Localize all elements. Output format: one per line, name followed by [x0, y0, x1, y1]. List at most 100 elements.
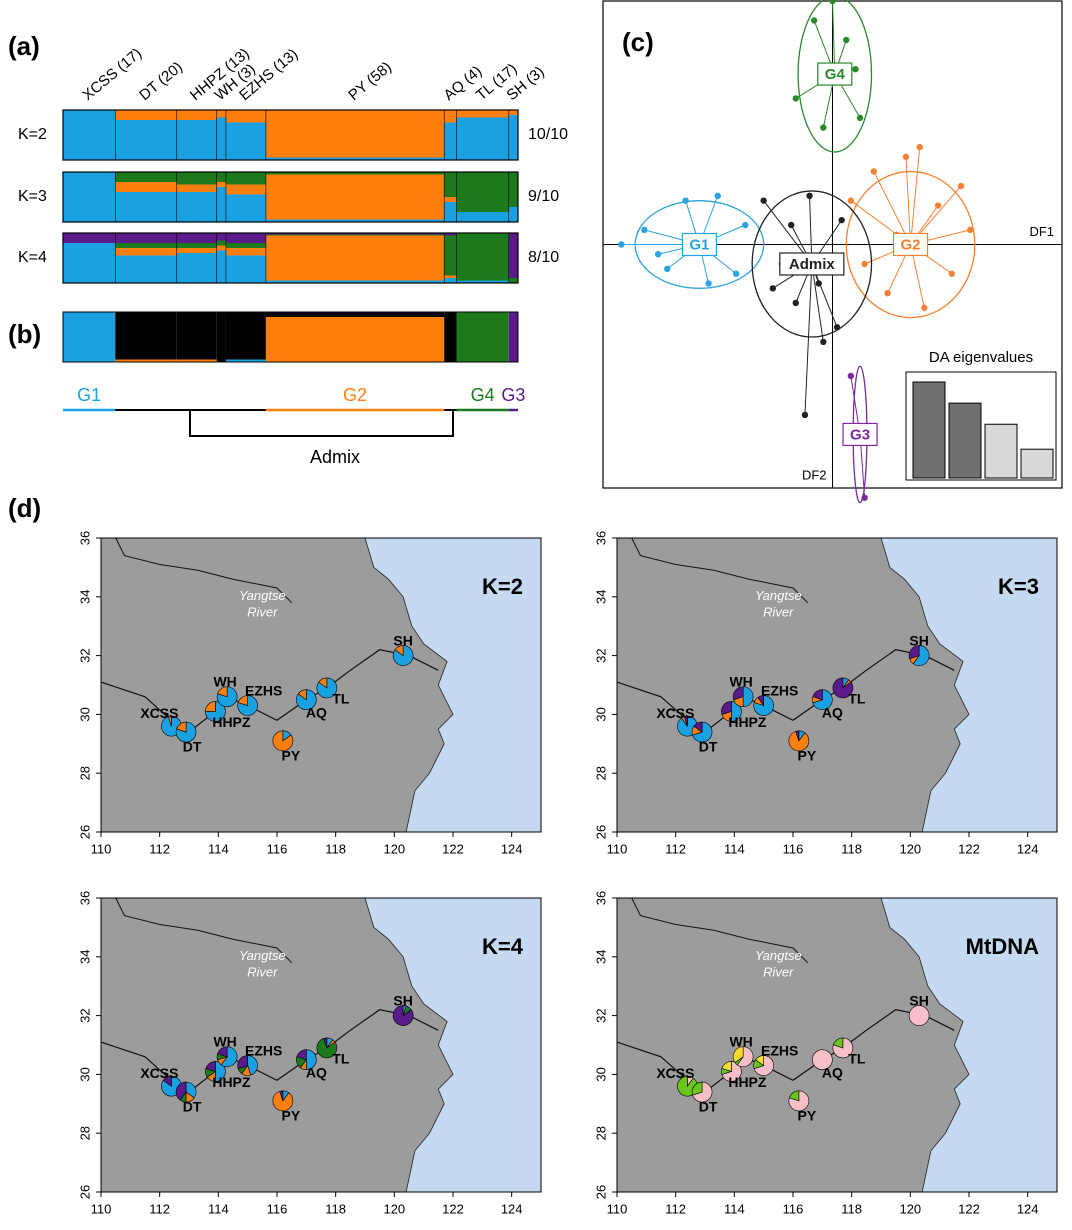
panel-label: (b) [8, 319, 41, 349]
assignment-segment [266, 317, 444, 362]
site-label: TL [848, 1051, 866, 1067]
site-label: PY [282, 1108, 301, 1124]
admixture-segment [63, 243, 115, 283]
admixture-segment [226, 243, 266, 248]
admixture-segment [444, 276, 456, 279]
admix-label: Admix [310, 447, 360, 467]
y-tick-label: 28 [77, 1126, 92, 1140]
x-tick-label: 114 [208, 841, 229, 856]
cluster-label: G1 [689, 236, 709, 253]
x-tick-label: 112 [149, 1201, 170, 1216]
admixture-segment [266, 175, 444, 220]
site-label: EZHS [761, 682, 798, 698]
eigen-bar [949, 403, 981, 478]
cluster-point [852, 66, 858, 72]
site-label: AQ [306, 1064, 327, 1080]
y-tick-label: 34 [77, 950, 92, 964]
cluster-point [705, 280, 711, 286]
admixture-segment [509, 115, 518, 160]
x-tick-label: 122 [958, 1201, 980, 1216]
admixture-segment [63, 233, 115, 243]
cluster-point [682, 197, 688, 203]
site-label: WH [213, 673, 236, 689]
admixture-segment [444, 123, 456, 161]
admixture-segment [115, 256, 176, 284]
assignment-segment [226, 312, 266, 360]
admixture-segment [177, 253, 217, 283]
eigen-bar [985, 424, 1017, 478]
group-label: G3 [501, 385, 525, 405]
cluster-spoke [906, 157, 911, 245]
x-tick-label: 120 [899, 841, 921, 856]
eigen-title: DA eigenvalues [929, 349, 1033, 366]
river-label: River [763, 964, 794, 979]
x-tick-label: 112 [665, 1201, 686, 1216]
cluster-point [884, 290, 890, 296]
y-tick-label: 34 [593, 590, 608, 604]
assignment-segment [444, 312, 456, 362]
run-label: 9/10 [528, 188, 559, 205]
cluster-point [921, 305, 927, 311]
admixture-segment [226, 233, 266, 243]
cluster-point [843, 37, 849, 43]
y-tick-label: 26 [593, 1185, 608, 1199]
site-label: TL [332, 691, 350, 707]
y-tick-label: 26 [77, 825, 92, 839]
cluster-point [742, 222, 748, 228]
k-label: K=2 [18, 126, 47, 143]
x-tick-label: 122 [442, 1201, 464, 1216]
cluster-point [861, 261, 867, 267]
cluster-point [641, 227, 647, 233]
map-title: MtDNA [966, 934, 1039, 959]
cluster-label: G4 [825, 66, 846, 83]
cluster-point [857, 115, 863, 121]
y-tick-label: 28 [593, 1126, 608, 1140]
cluster-point [733, 271, 739, 277]
y-tick-label: 26 [593, 825, 608, 839]
x-tick-label: 118 [325, 1201, 346, 1216]
y-tick-label: 28 [593, 766, 608, 780]
admixture-segment [115, 172, 176, 182]
admixture-segment [509, 207, 518, 222]
cluster-spoke [812, 264, 823, 342]
group-label: G4 [471, 385, 495, 405]
y-tick-label: 26 [77, 1185, 92, 1199]
x-tick-label: 116 [267, 841, 288, 856]
admixture-segment [266, 236, 444, 281]
site-label: HHPZ [212, 714, 251, 730]
admixture-segment [226, 172, 266, 185]
cluster-label: Admix [789, 256, 836, 273]
admixture-segment [217, 251, 226, 284]
y-tick-label: 32 [77, 1008, 92, 1022]
site-label: WH [213, 1033, 236, 1049]
cluster-point [903, 154, 909, 160]
cluster-point [618, 241, 624, 247]
assignment-segment [266, 312, 444, 317]
admixture-segment [115, 182, 176, 192]
admixture-segment [444, 236, 456, 276]
x-tick-label: 110 [607, 1201, 628, 1216]
river-label: Yangtse [239, 588, 286, 603]
y-tick-label: 28 [77, 766, 92, 780]
cluster-point [816, 280, 822, 286]
admixture-segment [115, 233, 176, 243]
run-label: 8/10 [528, 249, 559, 266]
admixture-segment [457, 110, 509, 118]
admixture-segment [177, 172, 217, 185]
site-label: HHPZ [212, 1074, 251, 1090]
site-label: EZHS [245, 682, 282, 698]
admixture-segment [217, 172, 226, 182]
admixture-segment [177, 248, 217, 253]
site-label: SH [909, 632, 928, 648]
assignment-segment [217, 312, 226, 362]
site-label: PY [798, 1108, 817, 1124]
y-tick-label: 30 [593, 707, 608, 721]
x-tick-label: 118 [325, 841, 346, 856]
river-label: River [247, 964, 278, 979]
cluster-point [770, 285, 776, 291]
k-label: K=3 [18, 188, 47, 205]
y-tick-label: 34 [593, 950, 608, 964]
x-tick-label: 112 [665, 841, 686, 856]
admixture-segment [457, 172, 509, 212]
site-label: XCSS [140, 1065, 178, 1081]
